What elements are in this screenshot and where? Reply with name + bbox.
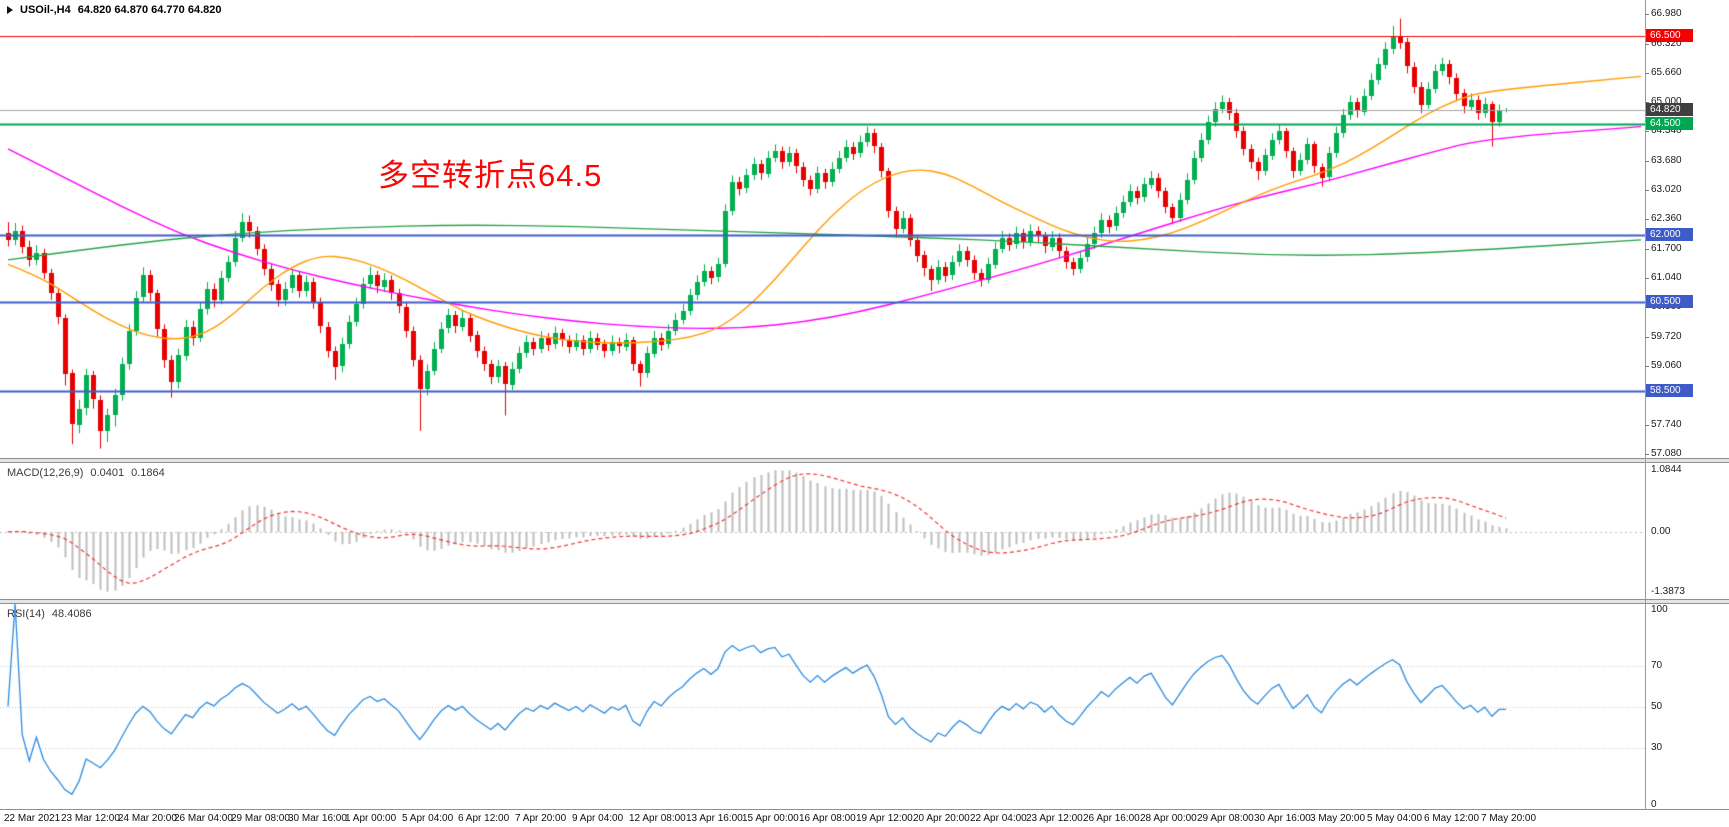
price-axis-tick bbox=[1645, 366, 1649, 367]
time-axis-label: 13 Apr 16:00 bbox=[686, 813, 743, 824]
chart-title: USOil-,H4 64.820 64.870 64.770 64.820 bbox=[7, 4, 221, 16]
macd-name: MACD(12,26,9) bbox=[7, 467, 84, 479]
time-axis-label: 1 Apr 00:00 bbox=[345, 813, 397, 824]
price-axis-label: 59.060 bbox=[1651, 360, 1682, 372]
time-axis-label: 26 Apr 16:00 bbox=[1083, 813, 1140, 824]
price-axis-label: 63.020 bbox=[1651, 184, 1682, 196]
time-axis-label: 9 Apr 04:00 bbox=[572, 813, 624, 824]
time-axis-label: 7 May 20:00 bbox=[1481, 813, 1537, 824]
time-axis-label: 7 Apr 20:00 bbox=[515, 813, 567, 824]
macd-axis-min-label: -1.3873 bbox=[1651, 585, 1685, 597]
current-price-badge: 64.820 bbox=[1646, 103, 1693, 116]
price-axis-tick bbox=[1645, 14, 1649, 15]
time-axis-label: 19 Apr 12:00 bbox=[856, 813, 913, 824]
rsi-indicator-label: RSI(14) 48.4086 bbox=[7, 608, 92, 620]
price-axis-label: 57.080 bbox=[1651, 448, 1682, 459]
time-axis-label: 6 May 12:00 bbox=[1424, 813, 1480, 824]
rsi-axis-label: 100 bbox=[1651, 604, 1668, 615]
macd-indicator-label: MACD(12,26,9) 0.0401 0.1864 bbox=[7, 467, 165, 479]
price-axis-tick bbox=[1645, 131, 1649, 132]
time-axis-label: 12 Apr 08:00 bbox=[629, 813, 686, 824]
time-axis-label: 23 Mar 12:00 bbox=[61, 813, 120, 824]
time-axis-label: 28 Apr 00:00 bbox=[1140, 813, 1197, 824]
time-axis-label: 5 May 04:00 bbox=[1367, 813, 1423, 824]
symbol-period-label: USOil-,H4 bbox=[20, 4, 71, 16]
rsi-value: 48.4086 bbox=[51, 608, 92, 620]
macd-pane-canvas[interactable] bbox=[0, 463, 1645, 599]
time-axis-label: 22 Apr 04:00 bbox=[970, 813, 1027, 824]
price-level-badge: 66.500 bbox=[1646, 29, 1693, 42]
symbol-marker-icon bbox=[7, 6, 13, 14]
macd-value-main: 0.0401 bbox=[90, 467, 125, 479]
time-axis-label: 29 Apr 08:00 bbox=[1197, 813, 1254, 824]
time-axis-label: 22 Mar 2021 bbox=[4, 813, 61, 824]
price-level-badge: 62.000 bbox=[1646, 228, 1693, 241]
time-axis-label: 20 Apr 20:00 bbox=[913, 813, 970, 824]
price-axis-label: 62.360 bbox=[1651, 213, 1682, 225]
price-axis-label: 64.340 bbox=[1651, 125, 1682, 137]
price-level-badge: 58.500 bbox=[1646, 384, 1693, 397]
price-axis-separator bbox=[1645, 0, 1646, 810]
price-level-badge: 60.500 bbox=[1646, 295, 1693, 308]
time-axis-label: 6 Apr 12:00 bbox=[458, 813, 510, 824]
rsi-axis-label: 30 bbox=[1651, 741, 1663, 753]
time-axis-label: 16 Apr 08:00 bbox=[799, 813, 856, 824]
price-axis-label: 59.720 bbox=[1651, 330, 1682, 342]
time-axis-label: 30 Apr 16:00 bbox=[1254, 813, 1311, 824]
price-axis-label: 66.320 bbox=[1651, 37, 1682, 49]
time-axis-label: 30 Mar 16:00 bbox=[288, 813, 347, 824]
annotation-text: 多空转折点64.5 bbox=[378, 158, 603, 193]
price-axis-tick bbox=[1645, 219, 1649, 220]
price-level-badge: 64.500 bbox=[1646, 117, 1693, 130]
price-axis-label: 66.980 bbox=[1651, 8, 1682, 20]
time-axis-label: 3 May 20:00 bbox=[1310, 813, 1366, 824]
price-axis-tick bbox=[1645, 454, 1649, 455]
rsi-axis-label: 0 bbox=[1651, 799, 1657, 810]
time-axis-label: 29 Mar 08:00 bbox=[231, 813, 290, 824]
ohlc-values: 64.820 64.870 64.770 64.820 bbox=[77, 4, 222, 16]
price-axis-tick bbox=[1645, 102, 1649, 103]
price-axis-tick bbox=[1645, 190, 1649, 191]
pane-separator bbox=[0, 809, 1729, 810]
rsi-pane-canvas[interactable] bbox=[0, 604, 1645, 809]
price-axis-tick bbox=[1645, 425, 1649, 426]
rsi-name: RSI(14) bbox=[7, 608, 45, 620]
rsi-axis-label: 50 bbox=[1651, 700, 1663, 712]
time-axis-label: 24 Mar 20:00 bbox=[118, 813, 177, 824]
price-axis-label: 63.680 bbox=[1651, 154, 1682, 166]
rsi-axis-label: 70 bbox=[1651, 659, 1663, 671]
time-axis-label: 26 Mar 04:00 bbox=[174, 813, 233, 824]
macd-axis-zero-label: 0.00 bbox=[1651, 525, 1671, 537]
price-axis-tick bbox=[1645, 337, 1649, 338]
time-axis-label: 15 Apr 00:00 bbox=[742, 813, 799, 824]
price-axis-label: 57.740 bbox=[1651, 418, 1682, 430]
time-axis-label: 5 Apr 04:00 bbox=[402, 813, 454, 824]
price-pane-canvas[interactable] bbox=[0, 0, 1645, 458]
macd-value-signal: 0.1864 bbox=[131, 467, 165, 479]
price-axis-label: 61.040 bbox=[1651, 272, 1682, 284]
price-axis-label: 65.000 bbox=[1651, 96, 1682, 108]
macd-axis-max-label: 1.0844 bbox=[1651, 464, 1682, 476]
price-axis-tick bbox=[1645, 278, 1649, 279]
price-axis-label: 61.700 bbox=[1651, 242, 1682, 254]
time-axis-label: 23 Apr 12:00 bbox=[1026, 813, 1083, 824]
price-axis-tick bbox=[1645, 161, 1649, 162]
price-axis-tick bbox=[1645, 44, 1649, 45]
pane-separator[interactable] bbox=[0, 458, 1729, 463]
price-axis-label: 65.660 bbox=[1651, 66, 1682, 78]
price-axis-tick bbox=[1645, 73, 1649, 74]
pane-separator[interactable] bbox=[0, 599, 1729, 604]
price-axis-tick bbox=[1645, 249, 1649, 250]
